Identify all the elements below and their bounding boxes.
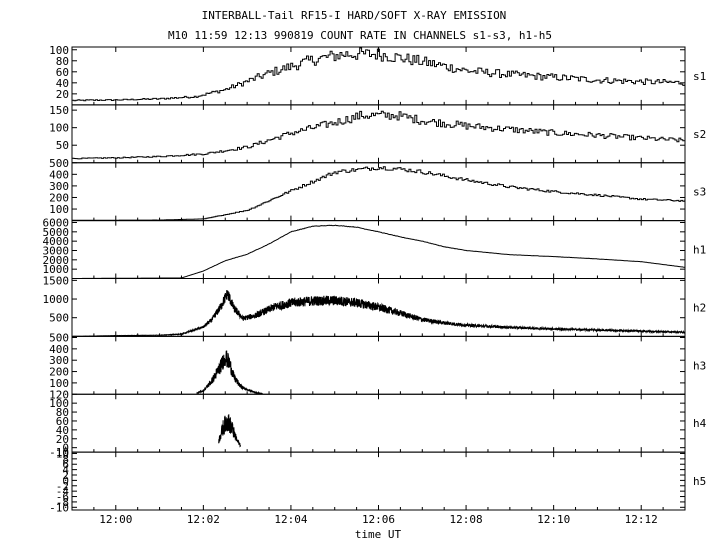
x-axis: 12:00 12:02 12:04 12:06 12:08 12:10 12:12 xyxy=(99,513,658,526)
y-tick-label-h2: 1000 xyxy=(43,293,70,306)
y-tick-label-s3: 300 xyxy=(49,180,69,193)
y-tick-label-h1: 5000 xyxy=(43,226,70,239)
y-tick-label-h3: 500 xyxy=(49,332,69,345)
panel-frame-s3 xyxy=(71,162,686,222)
y-tick-label-h3: 400 xyxy=(49,343,69,356)
panel-frame-h5 xyxy=(71,451,686,511)
panel-frame-s1 xyxy=(71,46,686,106)
panel-frame-h2 xyxy=(71,278,686,337)
y-tick-label-h5: 2 xyxy=(62,469,69,482)
y-tick-label-h3: 300 xyxy=(49,354,69,367)
y-tick-label-h5: 10 xyxy=(56,447,69,460)
y-tick-label-s3: 500 xyxy=(49,157,69,170)
x-tick-label: 12:10 xyxy=(537,513,570,526)
y-tick-label-h3: 100 xyxy=(49,377,69,390)
y-tick-label-h4: 120 xyxy=(49,388,69,401)
y-tick-label-h4: 80 xyxy=(56,406,69,419)
y-tick-label-s2: 100 xyxy=(49,122,69,135)
y-tick-label-h5: -6 xyxy=(56,491,69,504)
y-tick-label-h4: 0 xyxy=(62,442,69,455)
y-tick-label-s1: 100 xyxy=(49,44,69,57)
y-tick-label-h4: 20 xyxy=(56,433,69,446)
y-tick-label-h5: -10 xyxy=(49,501,69,514)
y-tick-label-h1: 1000 xyxy=(43,263,70,276)
y-tick-label-h5: -8 xyxy=(56,496,69,509)
channel-label-s1: s1 xyxy=(693,70,706,83)
y-tick-label-h5: 0 xyxy=(62,474,69,487)
panel-frame-h4 xyxy=(71,393,686,453)
series-line-h4 xyxy=(218,414,242,448)
panel-s2: 150 100 50 s2 xyxy=(49,104,706,164)
chart-title: INTERBALL-Tail RF15-I HARD/SOFT X-RAY EM… xyxy=(202,9,507,22)
x-axis-label: time UT xyxy=(355,528,402,541)
y-tick-label-s1: 20 xyxy=(56,88,69,101)
y-tick-label-h4: -10 xyxy=(49,446,69,459)
chart-subtitle: M10 11:59 12:13 990819 COUNT RATE IN CHA… xyxy=(168,29,552,42)
panel-h2: 1500 1000 500 h2 xyxy=(43,274,706,337)
x-tick-label: 12:04 xyxy=(274,513,307,526)
channel-label-h3: h3 xyxy=(693,359,706,372)
y-tick-label-s1: 80 xyxy=(56,55,69,68)
channel-label-h1: h1 xyxy=(693,244,706,257)
series-line-s3 xyxy=(72,166,686,221)
channel-label-s3: s3 xyxy=(693,186,706,199)
panel-frame-h3 xyxy=(71,335,686,395)
y-tick-label-h1: 3000 xyxy=(43,244,70,257)
x-tick-label: 12:08 xyxy=(450,513,483,526)
y-tick-label-h5: 4 xyxy=(62,464,69,477)
x-tick-label: 12:00 xyxy=(99,513,132,526)
y-tick-label-h1: 4000 xyxy=(43,235,70,248)
y-tick-label-h3: 200 xyxy=(49,366,69,379)
panel-stack: 10080604020s115010050s2500400300200100s3… xyxy=(43,44,707,515)
series-line-h3 xyxy=(196,350,263,395)
y-tick-label-s3: 200 xyxy=(49,191,69,204)
panel-frame-h1 xyxy=(71,220,686,279)
y-tick-label-s2: 50 xyxy=(56,139,69,152)
series-line-s1 xyxy=(72,47,686,102)
series-line-s2 xyxy=(72,110,685,160)
series-line-h2 xyxy=(72,290,686,337)
channel-label-h2: h2 xyxy=(693,301,706,314)
channel-label-s2: s2 xyxy=(693,128,706,141)
y-tick-label-s3: 100 xyxy=(49,203,69,216)
y-tick-label-h4: 100 xyxy=(49,397,69,410)
y-tick-label-h1: 6000 xyxy=(43,216,70,229)
y-tick-label-h5: -2 xyxy=(56,480,69,493)
channel-label-h4: h4 xyxy=(693,417,707,430)
x-tick-label: 12:06 xyxy=(362,513,395,526)
channel-label-h5: h5 xyxy=(693,475,706,488)
y-tick-label-h2: 500 xyxy=(49,312,69,325)
y-tick-label-h2: 1500 xyxy=(43,274,70,287)
y-tick-label-s2: 150 xyxy=(49,104,69,117)
x-tick-label: 12:02 xyxy=(187,513,220,526)
x-tick-label: 12:12 xyxy=(625,513,658,526)
y-tick-label-h5: 6 xyxy=(62,458,69,471)
y-tick-label-h4: 60 xyxy=(56,415,69,428)
series-line-h1 xyxy=(72,224,686,279)
y-tick-label-h4: 40 xyxy=(56,424,69,437)
y-tick-label-h1: 2000 xyxy=(43,254,70,267)
y-tick-label-s3: 400 xyxy=(49,168,69,181)
y-tick-label-s1: 60 xyxy=(56,66,69,79)
y-tick-label-h5: -4 xyxy=(56,485,70,498)
y-tick-label-h5: 8 xyxy=(62,453,69,466)
y-tick-label-s1: 40 xyxy=(56,77,69,90)
